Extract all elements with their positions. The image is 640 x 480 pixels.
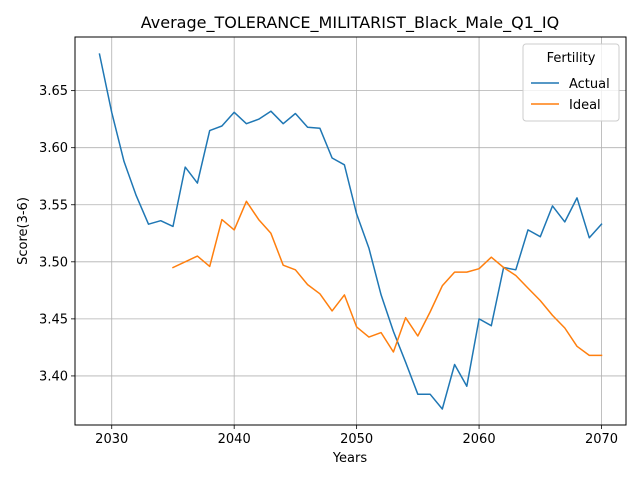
x-axis-ticks: 2030 2040 2050 2060 2070 xyxy=(95,425,618,447)
x-tick-label: 2040 xyxy=(218,432,251,447)
y-tick-label: 3.45 xyxy=(39,312,68,327)
legend-title: Fertility xyxy=(547,51,596,66)
chart-title: Average_TOLERANCE_MILITARIST_Black_Male_… xyxy=(141,13,559,33)
y-tick-label: 3.50 xyxy=(39,255,68,270)
series-line-ideal xyxy=(172,200,603,357)
plot-area-frame xyxy=(74,36,627,426)
y-tick-label: 3.60 xyxy=(39,141,68,156)
y-tick-label: 3.40 xyxy=(39,369,68,384)
legend-label-ideal: Ideal xyxy=(569,98,601,113)
y-tick-label: 3.65 xyxy=(39,84,68,99)
legend: Fertility Actual Ideal xyxy=(522,43,620,122)
x-tick-label: 2070 xyxy=(585,432,618,447)
y-tick-label: 3.55 xyxy=(39,198,68,213)
series-lines xyxy=(98,53,603,410)
x-axis-label: Years xyxy=(332,451,368,466)
x-tick-label: 2030 xyxy=(95,432,128,447)
series-line-actual xyxy=(98,53,603,410)
y-axis-label: Score(3-6) xyxy=(16,197,31,265)
y-axis-ticks: 3.40 3.45 3.50 3.55 3.60 3.65 xyxy=(39,84,75,384)
x-tick-label: 2060 xyxy=(463,432,496,447)
legend-label-actual: Actual xyxy=(569,77,610,92)
legend-box xyxy=(522,43,620,122)
x-tick-label: 2050 xyxy=(340,432,373,447)
